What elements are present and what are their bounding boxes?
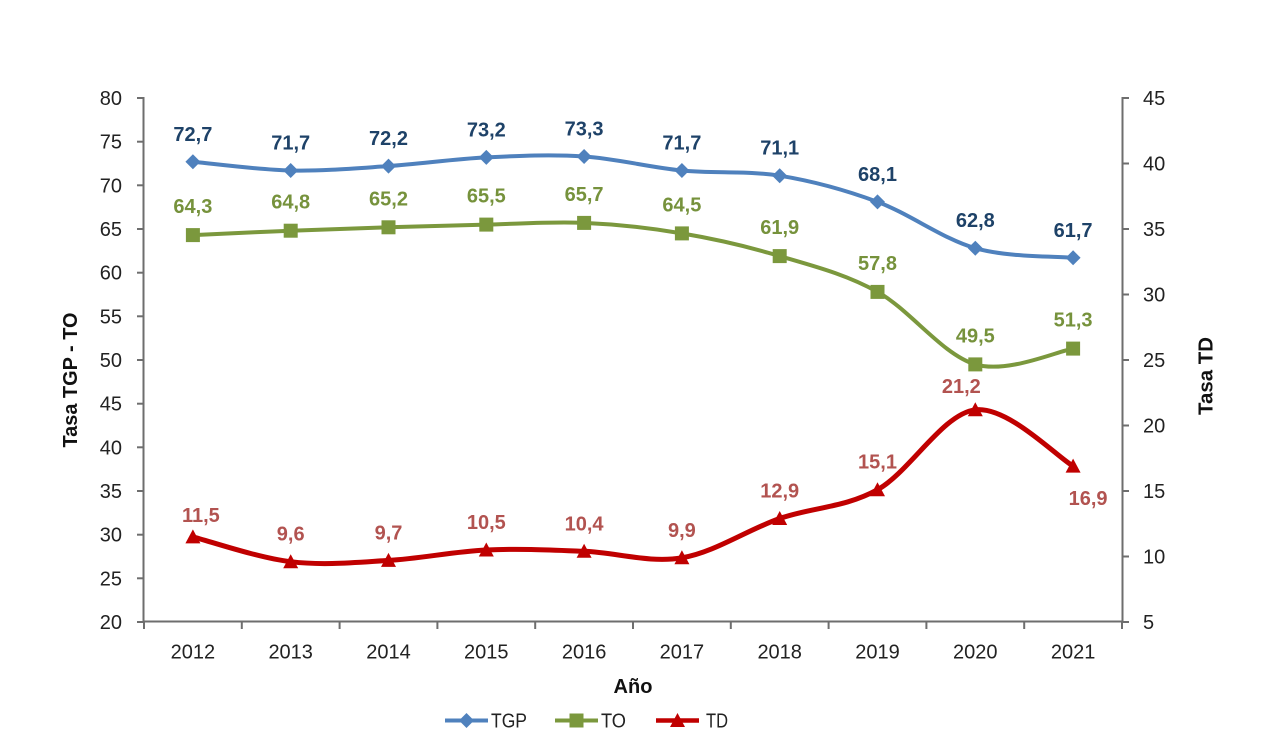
svg-text:80: 80 bbox=[100, 88, 122, 110]
svg-text:65,7: 65,7 bbox=[565, 184, 604, 206]
svg-text:35: 35 bbox=[1143, 219, 1165, 241]
svg-text:73,3: 73,3 bbox=[565, 119, 604, 141]
svg-text:20: 20 bbox=[1143, 416, 1165, 438]
svg-text:61,9: 61,9 bbox=[760, 217, 799, 239]
svg-text:51,3: 51,3 bbox=[1054, 310, 1093, 332]
svg-text:2021: 2021 bbox=[1051, 642, 1096, 664]
svg-text:65,2: 65,2 bbox=[369, 188, 408, 210]
svg-text:35: 35 bbox=[100, 481, 122, 503]
svg-text:72,7: 72,7 bbox=[173, 124, 212, 146]
svg-text:Tasa TD: Tasa TD bbox=[1196, 337, 1218, 415]
svg-text:70: 70 bbox=[100, 175, 122, 197]
svg-text:50: 50 bbox=[100, 350, 122, 372]
svg-text:10,4: 10,4 bbox=[565, 513, 605, 535]
svg-text:2013: 2013 bbox=[268, 642, 313, 664]
svg-text:10: 10 bbox=[1143, 547, 1165, 569]
svg-text:2015: 2015 bbox=[464, 642, 509, 664]
svg-text:9,9: 9,9 bbox=[668, 520, 696, 542]
svg-text:2012: 2012 bbox=[171, 642, 216, 664]
svg-text:30: 30 bbox=[100, 525, 122, 547]
svg-text:40: 40 bbox=[1143, 154, 1165, 176]
svg-text:10,5: 10,5 bbox=[467, 512, 506, 534]
svg-text:45: 45 bbox=[100, 394, 122, 416]
svg-text:40: 40 bbox=[100, 437, 122, 459]
svg-text:2016: 2016 bbox=[562, 642, 607, 664]
svg-text:25: 25 bbox=[1143, 350, 1165, 372]
svg-text:12,9: 12,9 bbox=[760, 481, 799, 503]
svg-text:11,5: 11,5 bbox=[182, 505, 220, 527]
svg-text:2019: 2019 bbox=[855, 642, 900, 664]
svg-text:9,6: 9,6 bbox=[277, 524, 305, 546]
svg-text:71,1: 71,1 bbox=[760, 138, 799, 160]
svg-text:64,3: 64,3 bbox=[173, 196, 212, 218]
svg-text:61,7: 61,7 bbox=[1054, 220, 1093, 242]
svg-text:Año: Año bbox=[614, 676, 653, 698]
svg-text:73,2: 73,2 bbox=[467, 119, 506, 141]
svg-text:68,1: 68,1 bbox=[858, 164, 897, 186]
svg-text:9,7: 9,7 bbox=[375, 522, 403, 544]
svg-text:2014: 2014 bbox=[366, 642, 411, 664]
svg-text:15: 15 bbox=[1143, 481, 1165, 503]
svg-text:TO: TO bbox=[601, 711, 626, 733]
svg-text:71,7: 71,7 bbox=[662, 133, 701, 155]
svg-text:16,9: 16,9 bbox=[1069, 488, 1108, 510]
svg-text:72,2: 72,2 bbox=[369, 128, 408, 150]
svg-text:62,8: 62,8 bbox=[956, 210, 995, 232]
svg-text:TGP: TGP bbox=[491, 711, 527, 733]
svg-text:TD: TD bbox=[706, 711, 728, 733]
svg-text:21,2: 21,2 bbox=[942, 376, 981, 398]
svg-text:64,8: 64,8 bbox=[271, 192, 310, 214]
svg-text:25: 25 bbox=[100, 568, 122, 590]
svg-text:45: 45 bbox=[1143, 88, 1165, 110]
svg-text:30: 30 bbox=[1143, 285, 1165, 307]
svg-text:5: 5 bbox=[1143, 612, 1154, 634]
svg-text:71,7: 71,7 bbox=[271, 133, 310, 155]
svg-text:49,5: 49,5 bbox=[956, 325, 995, 347]
svg-text:20: 20 bbox=[100, 612, 122, 634]
svg-text:2018: 2018 bbox=[757, 642, 802, 664]
svg-text:2020: 2020 bbox=[953, 642, 998, 664]
svg-text:15,1: 15,1 bbox=[858, 452, 897, 474]
svg-text:60: 60 bbox=[100, 263, 122, 285]
svg-text:Tasa TGP - TO: Tasa TGP - TO bbox=[60, 313, 82, 448]
svg-text:57,8: 57,8 bbox=[858, 253, 897, 275]
svg-text:64,5: 64,5 bbox=[662, 194, 701, 216]
svg-text:65,5: 65,5 bbox=[467, 186, 506, 208]
svg-text:65: 65 bbox=[100, 219, 122, 241]
svg-text:75: 75 bbox=[100, 132, 122, 154]
svg-text:55: 55 bbox=[100, 306, 122, 328]
svg-text:2017: 2017 bbox=[660, 642, 705, 664]
